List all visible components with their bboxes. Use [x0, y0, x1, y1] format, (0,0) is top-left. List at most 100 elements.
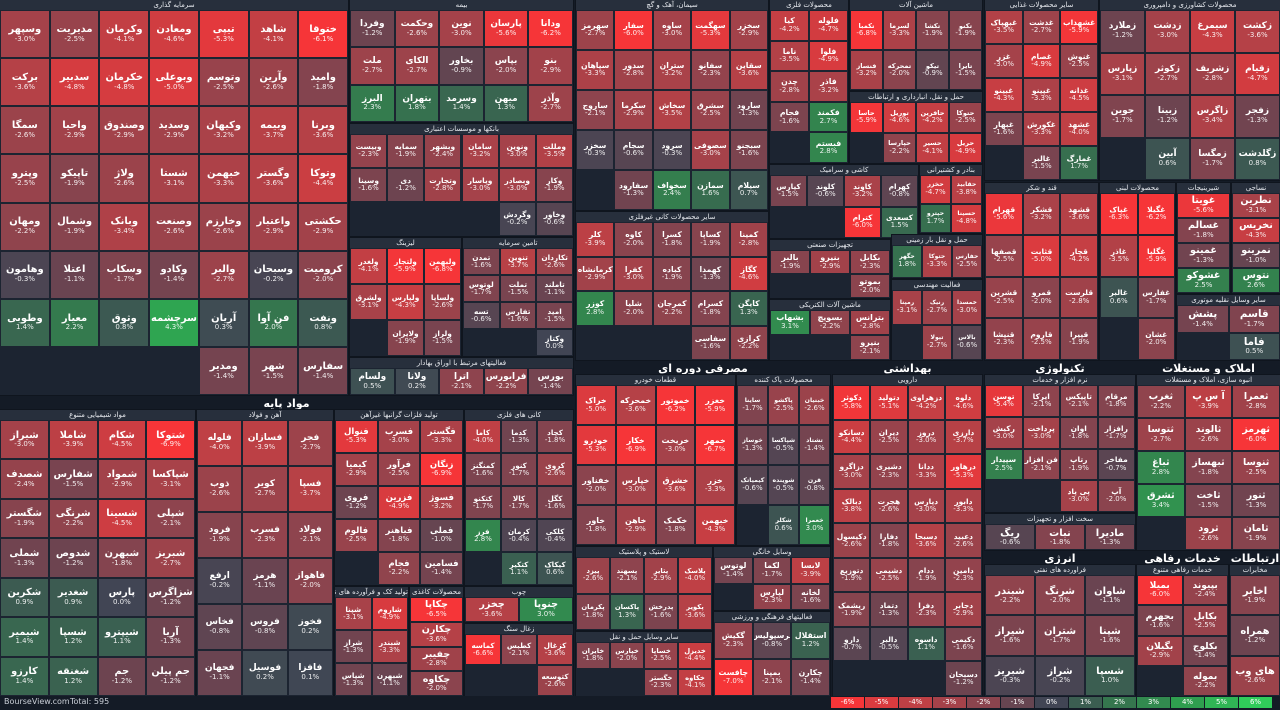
- stock-name: خودرو: [583, 435, 609, 445]
- stock-change: -3.2%: [1031, 213, 1052, 222]
- stock-tile: شاهد -4.1%: [248, 10, 299, 59]
- stock-tile: حگهر 1.8%: [892, 245, 922, 278]
- stock-name: شپاس: [341, 670, 365, 680]
- stock-tile: شپاکسا -3.1%: [146, 459, 195, 499]
- stock-change: -3.6%: [684, 610, 706, 619]
- stock-tile: خغزر -5.9%: [695, 385, 735, 425]
- stock-change: -1.6%: [507, 314, 529, 323]
- stock-change: -1.2%: [395, 184, 416, 193]
- stock-name: والبر: [211, 264, 236, 276]
- stock-tile: سفارس -1.4%: [298, 346, 348, 395]
- stock-tile: زنگان -6.9%: [420, 453, 463, 486]
- stock-tile: وکرمان -4.1%: [99, 10, 150, 59]
- stock-tile: دتولید -5.1%: [870, 385, 908, 420]
- stock-change: -1.8%: [585, 524, 607, 533]
- stock-name: لوتوس: [720, 561, 747, 571]
- sector: بانکها و موسسات اعتباری ومللت -3.5% ونوین -3…: [349, 123, 574, 237]
- stock-change: -4.8%: [114, 82, 135, 91]
- stock-name: چنوپا: [533, 599, 559, 611]
- stock-change: -2.0%: [312, 275, 334, 284]
- stock-change: -3.2%: [431, 502, 452, 511]
- stock-change: -2.9%: [1149, 650, 1170, 659]
- stock-name: ولاژ: [114, 168, 134, 180]
- stock-tile: بمپنا -2.1%: [752, 659, 792, 696]
- stock-change: -1.8%: [312, 82, 334, 91]
- sector: محصولات کشاورزی و دامپروری زکشت -3.6% سیمرغ…: [1099, 0, 1280, 181]
- stock-name: ثباغ: [1152, 457, 1170, 469]
- stock-tile: چدن -2.8%: [770, 71, 809, 102]
- stock-change: -1.8%: [388, 535, 410, 544]
- stock-tile: سدور -2.8%: [614, 50, 653, 90]
- stock-tile: کوزر 2.8%: [576, 291, 615, 326]
- stock-tile: پکویر -3.6%: [678, 593, 712, 630]
- stock-name: شبریز: [994, 666, 1026, 678]
- stock-tile: کرمان -0.4%: [501, 519, 537, 552]
- sector-title: سخت افزار و تجهیزات: [985, 514, 1135, 524]
- stock-name: فجام: [388, 558, 410, 569]
- sector: سخت افزار و تجهیزات مادیرا -1.3% نبات -1.8% ر…: [984, 513, 1136, 551]
- stock-name: کرازی: [737, 333, 761, 343]
- stock-name: شسپا: [59, 626, 87, 638]
- sector: وسایل خانگی لابسا -3.9% لکما -1.7% لوتوس -1.4%…: [713, 546, 831, 611]
- stock-tile: پرسپولیس -0.8%: [752, 622, 792, 659]
- stock-tile: کلکی -0.4%: [537, 519, 573, 552]
- stock-name: سخواف: [657, 180, 687, 190]
- stock-tile: شبریز -0.3%: [985, 655, 1035, 696]
- stock-tile: سخزر -0.3%: [576, 130, 615, 170]
- legend-label: -1%: [1010, 698, 1025, 706]
- stock-name: شلیا: [625, 299, 642, 309]
- sector-title: حمل و نقل بار زمینی: [892, 235, 982, 245]
- stock-name: جوین: [1110, 106, 1135, 117]
- stock-change: -1.8%: [1049, 537, 1071, 546]
- stock-tile: ریگ -0.6%: [985, 524, 1035, 550]
- stock-tile: کپارس -1.5%: [770, 175, 807, 207]
- stock-name: سبجنو: [736, 140, 761, 150]
- stock-name: خبهمن: [207, 168, 241, 180]
- stock-change: -3.3%: [379, 645, 400, 654]
- stock-name: فرآور: [386, 459, 411, 470]
- stock-change: -3.1%: [160, 479, 181, 488]
- stock-tile: نتوس 2.6%: [1232, 268, 1280, 293]
- stock-change: -5.9%: [1069, 26, 1090, 35]
- stock-change: -2.6%: [432, 301, 453, 310]
- stock-change: -0.9%: [451, 66, 472, 75]
- stock-name: دجابر: [953, 600, 974, 610]
- stock-tile: فگستر -3.3%: [420, 420, 463, 453]
- stock-name: کفرا: [624, 264, 643, 274]
- stock-tile: های وب -2.6%: [1230, 655, 1280, 696]
- stock-name: سشرق: [696, 100, 724, 110]
- stock-change: -2.5%: [64, 34, 85, 43]
- stock-change: -2.5%: [1195, 620, 1216, 629]
- stock-tile: شراز -1.3%: [335, 630, 372, 663]
- stock-name: وصنعت: [156, 216, 192, 228]
- stock-change: 1.7%: [926, 217, 945, 226]
- stock-name: پی پاد: [1067, 487, 1091, 497]
- stock-tile: غالبر -1.5%: [1022, 146, 1061, 180]
- stock-name: فجر: [301, 433, 320, 444]
- stock-change: -2.8%: [859, 322, 881, 331]
- sector: ماشین آلات الکتریکی بترانس -2.8% بسویچ -2.2%…: [769, 299, 891, 361]
- sector: فعالیت مهندسی خمسدا -3.0% رنیک -2.7% رمپنا -3.…: [891, 279, 983, 361]
- stock-tile: سخزر -2.9%: [729, 10, 768, 50]
- stock-change: -2.6%: [544, 679, 566, 688]
- stock-tile: برکت -3.6%: [0, 58, 50, 107]
- sector: لاستیک و پلاستیک پلاسک -4.0% پتایر -2.9% پسهن…: [575, 546, 713, 631]
- stock-name: شپاکسا: [771, 436, 796, 444]
- stock-tile: فاما 0.5%: [1228, 332, 1280, 360]
- sector-title: کاشی و سرامیک: [770, 165, 918, 175]
- sector-title: زغال سنگ: [465, 624, 573, 634]
- stock-name: کباده: [662, 264, 682, 274]
- stock-name: وصندوق: [103, 120, 145, 131]
- stock-tile: پی پاد -3.0%: [1060, 480, 1098, 512]
- stock-change: -3.0%: [507, 150, 528, 159]
- stock-change: -3.0%: [1068, 495, 1089, 504]
- stock-change: -1.3%: [1247, 116, 1268, 125]
- stock-tile: فنساز -3.2%: [850, 50, 883, 90]
- stock-change: -1.3%: [742, 443, 763, 452]
- stock-change: -1.9%: [841, 608, 862, 617]
- stock-change: -3.2%: [856, 68, 877, 77]
- stock-name: فکمند: [817, 107, 840, 117]
- stock-tile: غپاک -6.3%: [1100, 193, 1138, 235]
- stock-name: هرمز: [253, 571, 277, 582]
- stock-name: سصوفی: [694, 140, 727, 150]
